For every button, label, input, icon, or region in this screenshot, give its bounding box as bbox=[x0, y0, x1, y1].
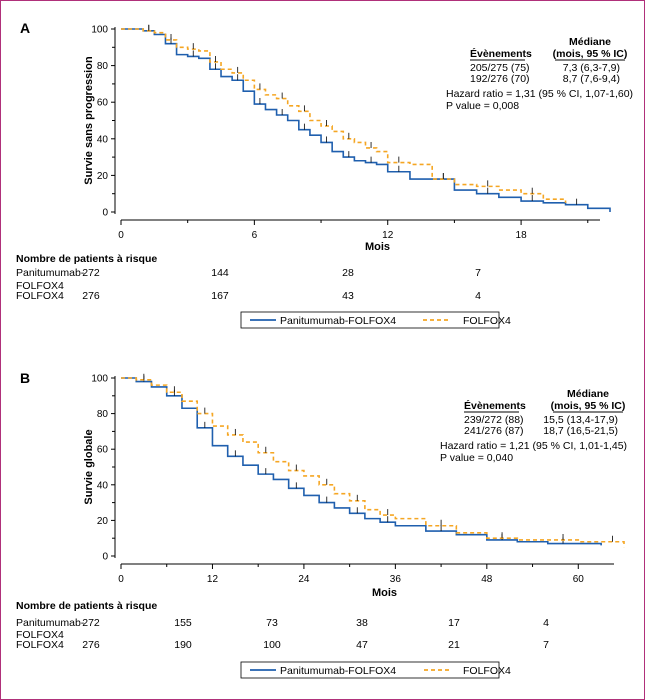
median-value: 7,3 (6,3-7,9) bbox=[563, 62, 620, 74]
risk-count: 21 bbox=[448, 639, 460, 651]
legend-label-panitumumab: Panitumumab-FOLFOX4 bbox=[280, 665, 396, 677]
y-tick-label: 80 bbox=[97, 409, 109, 420]
risk-count: 4 bbox=[475, 290, 481, 302]
x-tick-label: 12 bbox=[207, 574, 219, 585]
median-header: Médiane bbox=[567, 388, 609, 400]
risk-count: 4 bbox=[543, 617, 549, 629]
series-line-panitumumab-folfox4 bbox=[121, 377, 602, 546]
events-value: 239/272 (88) bbox=[464, 414, 524, 426]
events-value: 205/275 (75) bbox=[470, 62, 530, 74]
hazard-ratio: Hazard ratio = 1,21 (95 % CI, 1,01-1,45) bbox=[440, 440, 627, 452]
y-tick-label: 60 bbox=[97, 98, 109, 109]
risk-row-label: Panitumumab- bbox=[16, 267, 85, 279]
hazard-ratio: Hazard ratio = 1,31 (95 % CI, 1,07-1,60) bbox=[446, 88, 633, 100]
y-tick-label: 40 bbox=[97, 480, 109, 491]
median-header: Médiane bbox=[569, 36, 611, 48]
x-tick-label: 60 bbox=[573, 574, 585, 585]
legend-label-folfox4: FOLFOX4 bbox=[463, 315, 511, 327]
x-tick-label: 12 bbox=[382, 230, 394, 241]
risk-count: 28 bbox=[342, 267, 354, 279]
risk-count: 272 bbox=[82, 617, 100, 629]
risk-row-label: Panitumumab- bbox=[16, 617, 85, 629]
risk-count: 155 bbox=[174, 617, 192, 629]
risk-count: 7 bbox=[543, 639, 549, 651]
y-tick-label: 20 bbox=[97, 516, 109, 527]
risk-count: 73 bbox=[266, 617, 278, 629]
y-tick-label: 20 bbox=[97, 171, 109, 182]
events-header: Évènements bbox=[470, 47, 532, 60]
y-tick-label: 0 bbox=[102, 208, 108, 219]
x-tick-label: 36 bbox=[390, 574, 402, 585]
risk-row-label-cont: FOLFOX4 bbox=[16, 280, 64, 292]
risk-count: 276 bbox=[82, 290, 100, 302]
median-value: 15,5 (13,4-17,9) bbox=[543, 414, 618, 426]
risk-row-label-cont: FOLFOX4 bbox=[16, 629, 64, 641]
y-axis-label: Survie globale bbox=[83, 429, 95, 504]
legend-label-panitumumab: Panitumumab-FOLFOX4 bbox=[280, 315, 396, 327]
p-value: P value = 0,008 bbox=[446, 100, 519, 112]
median-value: 18,7 (16,5-21,5) bbox=[543, 425, 618, 437]
risk-count: 7 bbox=[475, 267, 481, 279]
median-header-ci: (mois, 95 % IC) bbox=[553, 48, 628, 60]
x-axis-label: Mois bbox=[372, 587, 397, 599]
events-value: 241/276 (87) bbox=[464, 425, 524, 437]
y-tick-label: 100 bbox=[91, 25, 108, 36]
y-axis-label: Survie sans progression bbox=[83, 56, 95, 185]
panel-letter: A bbox=[20, 20, 30, 36]
risk-count: 17 bbox=[448, 617, 460, 629]
y-tick-label: 0 bbox=[102, 552, 108, 563]
legend-label-folfox4: FOLFOX4 bbox=[463, 665, 511, 677]
series-line-folfox4 bbox=[121, 377, 625, 548]
p-value: P value = 0,040 bbox=[440, 452, 513, 464]
risk-count: 43 bbox=[342, 290, 354, 302]
x-tick-label: 0 bbox=[118, 574, 124, 585]
risk-count: 38 bbox=[356, 617, 368, 629]
median-value: 8,7 (7,6-9,4) bbox=[563, 73, 620, 85]
risk-count: 190 bbox=[174, 639, 192, 651]
risk-count: 100 bbox=[263, 639, 281, 651]
x-tick-label: 24 bbox=[298, 574, 310, 585]
x-tick-label: 18 bbox=[516, 230, 528, 241]
x-axis-label: Mois bbox=[365, 241, 390, 253]
x-tick-label: 0 bbox=[118, 230, 124, 241]
risk-count: 47 bbox=[356, 639, 368, 651]
events-header: Évènements bbox=[464, 399, 526, 412]
risk-table-title: Nombre de patients à risque bbox=[16, 600, 157, 612]
legend-box bbox=[240, 311, 500, 329]
legend-box bbox=[240, 661, 500, 679]
y-tick-label: 40 bbox=[97, 134, 109, 145]
risk-row-label: FOLFOX4 bbox=[16, 290, 64, 302]
x-tick-label: 48 bbox=[481, 574, 493, 585]
x-tick-label: 6 bbox=[252, 230, 258, 241]
risk-count: 276 bbox=[82, 639, 100, 651]
risk-count: 167 bbox=[211, 290, 229, 302]
series-line-panitumumab-folfox4 bbox=[121, 28, 611, 212]
risk-row-label: FOLFOX4 bbox=[16, 639, 64, 651]
median-header-ci: (mois, 95 % IC) bbox=[551, 400, 626, 412]
y-tick-label: 80 bbox=[97, 61, 109, 72]
risk-count: 144 bbox=[211, 267, 229, 279]
risk-count: 272 bbox=[82, 267, 100, 279]
y-tick-label: 60 bbox=[97, 445, 109, 456]
risk-table-title: Nombre de patients à risque bbox=[16, 253, 157, 265]
events-value: 192/276 (70) bbox=[470, 73, 530, 85]
panel-letter: B bbox=[20, 370, 30, 386]
y-tick-label: 100 bbox=[91, 374, 108, 385]
